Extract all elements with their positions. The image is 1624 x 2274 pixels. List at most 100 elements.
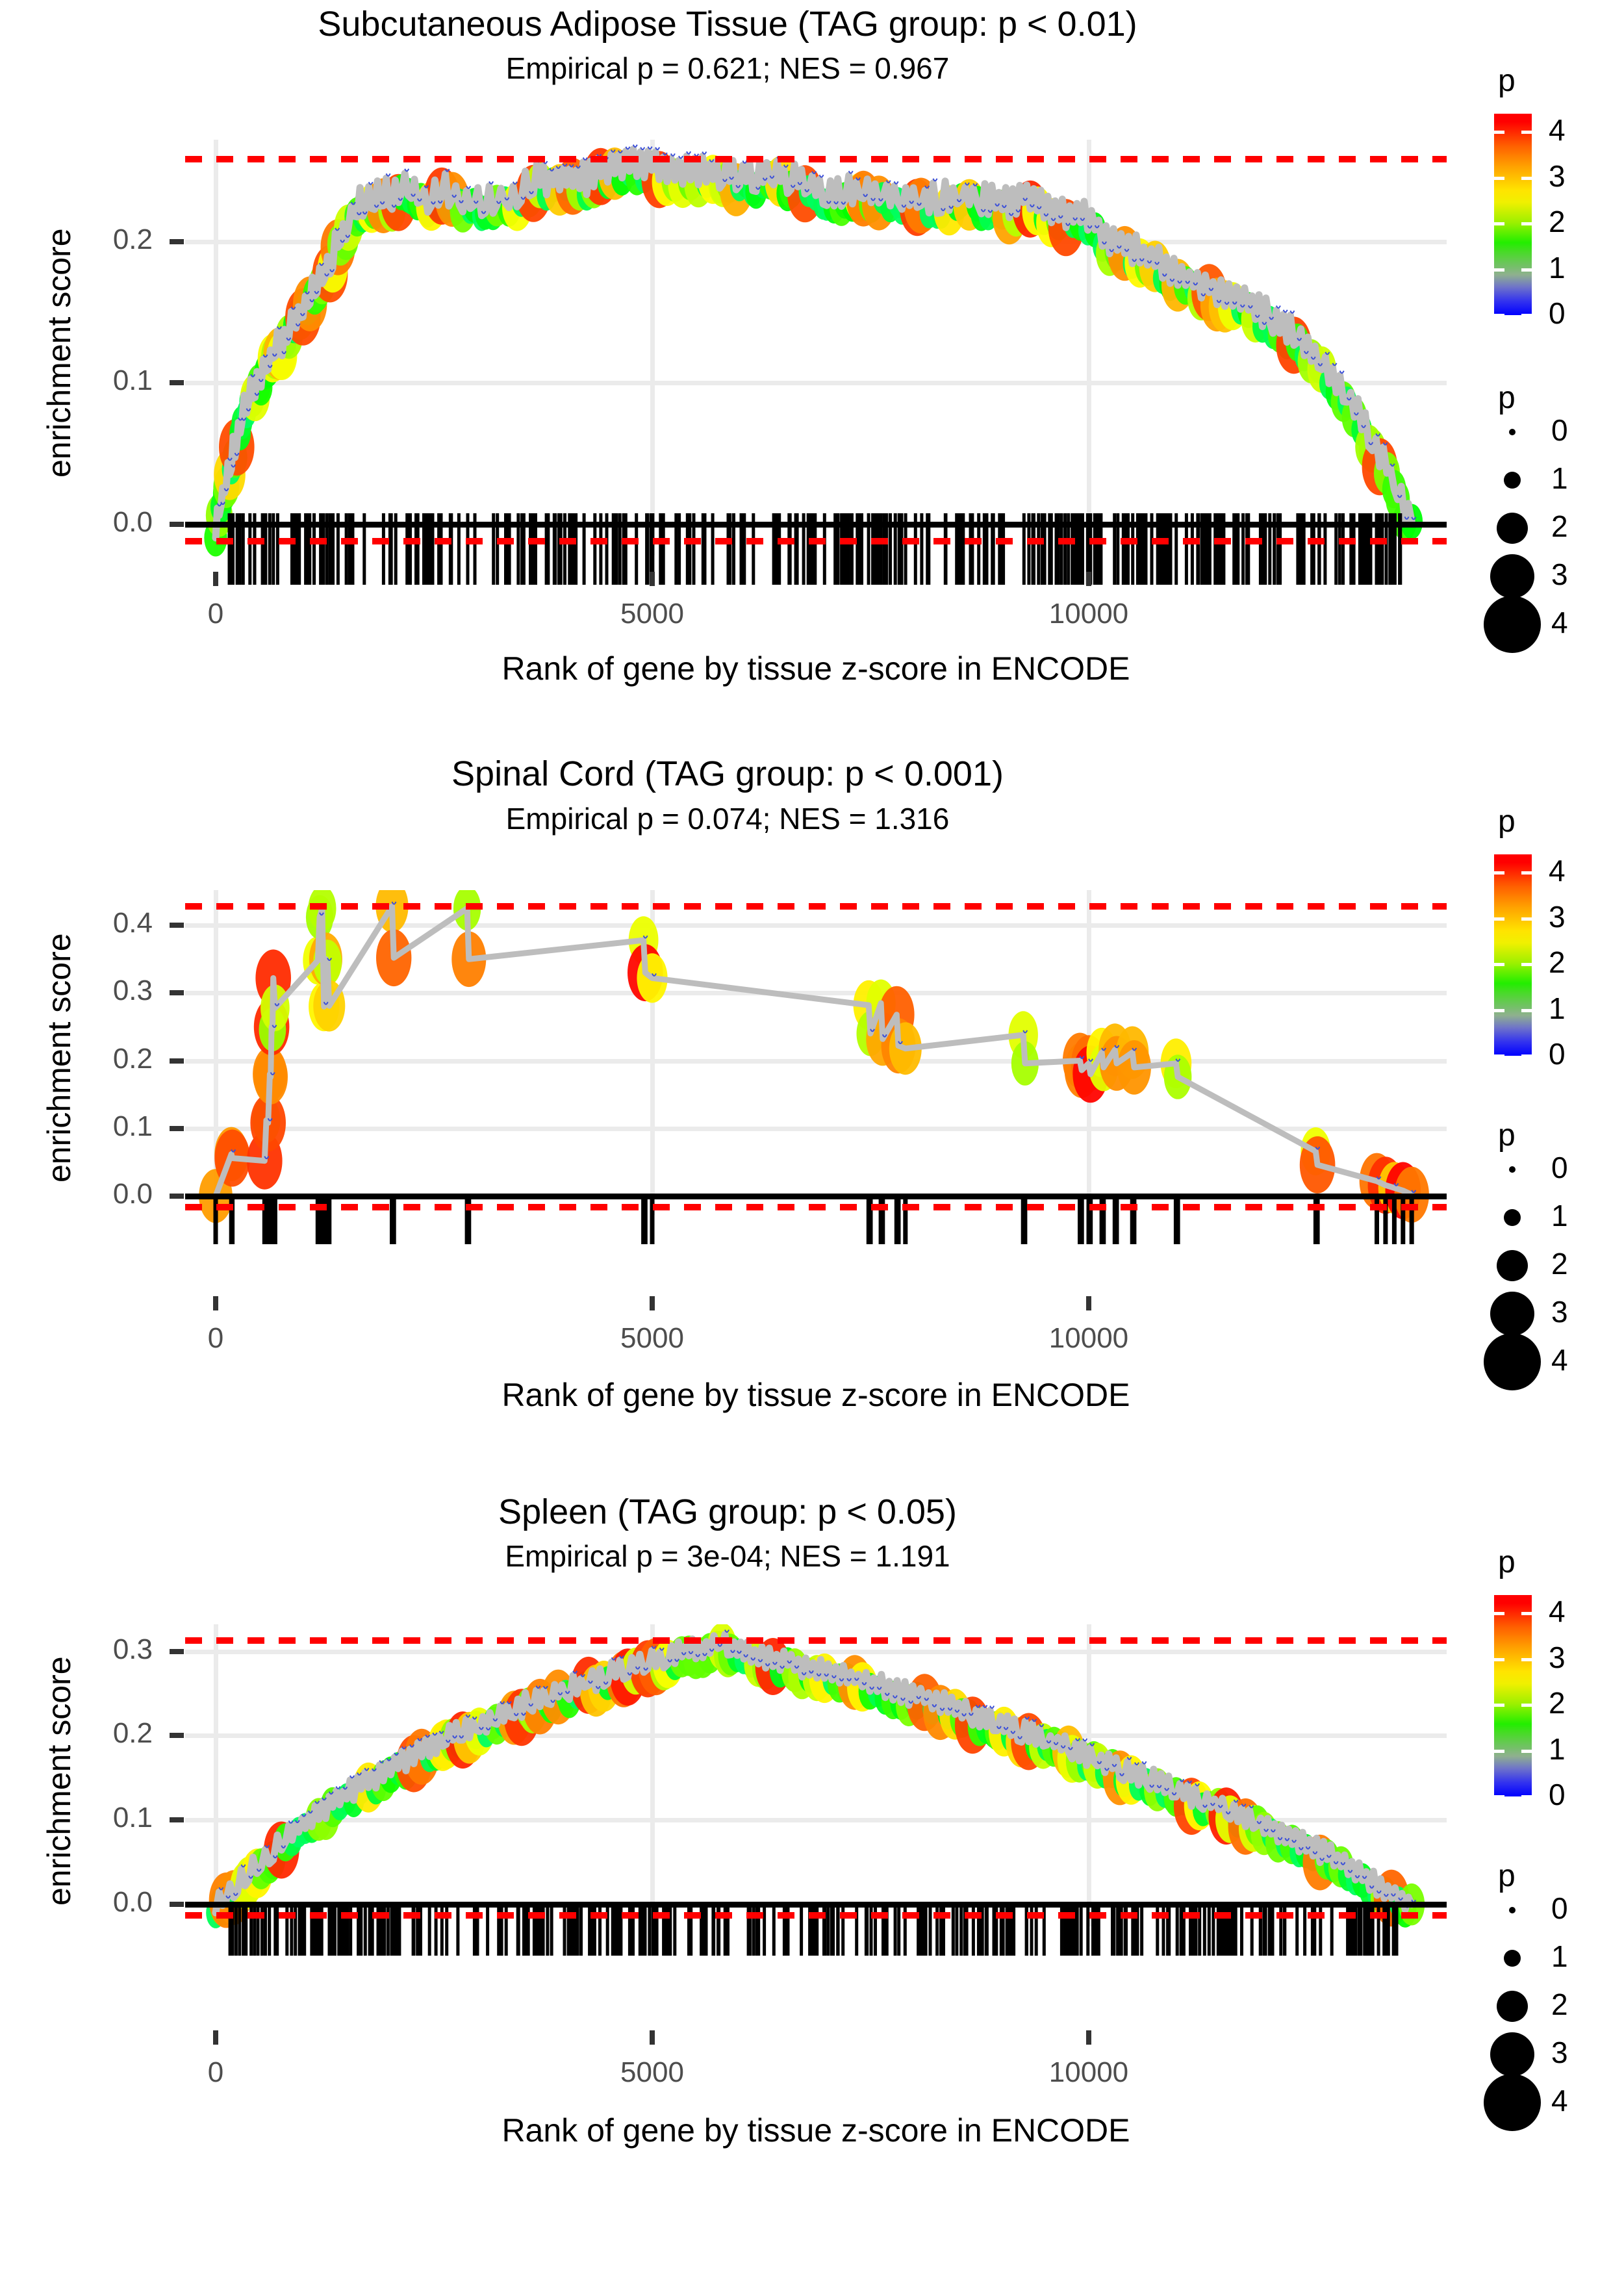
hit-stub <box>762 177 768 181</box>
hit-stub <box>250 374 256 377</box>
hit-stub <box>324 273 329 277</box>
hit-stub <box>1185 280 1191 284</box>
size-legend-dot-3 <box>1490 554 1534 598</box>
hit-stub <box>1089 1743 1095 1746</box>
color-legend-bar-1 <box>1494 854 1532 1056</box>
hit-stub <box>1354 1874 1360 1878</box>
gridline-y-1 <box>185 1818 1447 1823</box>
hit-stub <box>1022 1030 1028 1034</box>
size-legend-title-2: p <box>1498 1859 1516 1893</box>
hit-stub <box>391 204 397 208</box>
color-legend-tick-3 <box>1494 917 1504 921</box>
y-tick-2 <box>170 1733 184 1739</box>
size-legend-label-3: 3 <box>1551 2036 1568 2069</box>
color-legend-label-2: 2 <box>1549 945 1566 980</box>
size-legend-label-4: 4 <box>1551 2084 1568 2117</box>
hit-stub <box>1116 245 1122 249</box>
hit-stub <box>1088 1058 1093 1062</box>
hit-stub <box>386 1757 392 1761</box>
hit-stub <box>987 209 993 213</box>
hit-stub <box>797 181 803 185</box>
hit-stub <box>1389 463 1395 467</box>
hit-stub <box>437 200 443 204</box>
hit-stub <box>1362 1875 1367 1879</box>
hit-stub <box>1022 198 1028 201</box>
x-tick-0 <box>213 2030 219 2045</box>
x-axis-label-1: 5000 <box>620 598 684 630</box>
color-legend-tick-r-3 <box>1521 176 1532 180</box>
hit-stub <box>274 1003 280 1006</box>
hit-stub <box>472 1716 477 1720</box>
hit-stub <box>565 1691 570 1694</box>
hit-stub <box>724 1629 730 1633</box>
size-legend-dot-1 <box>1504 1950 1521 1967</box>
hit-stub <box>576 165 581 169</box>
hit-stub <box>425 1734 431 1738</box>
hit-stub <box>1179 1778 1185 1782</box>
y-axis-label-3: 0.3 <box>112 975 153 1007</box>
size-legend-dot-3 <box>1490 1292 1534 1336</box>
running-es-line <box>212 146 1415 542</box>
gridline-y-2 <box>185 1058 1447 1064</box>
hit-stub <box>617 150 623 154</box>
hit-stub <box>1247 305 1253 309</box>
hit-stub <box>688 1651 694 1654</box>
hit-stub <box>1303 350 1309 354</box>
hit-stub <box>647 146 653 150</box>
color-legend-tick-r-1 <box>1521 268 1532 272</box>
y-tick-3 <box>170 990 184 996</box>
color-legend-tick-r-2 <box>1521 963 1532 967</box>
hit-stub <box>790 185 796 188</box>
hit-stub <box>932 178 938 182</box>
hit-stub <box>465 1714 471 1718</box>
x-axis-label-1: 5000 <box>620 2056 684 2088</box>
hit-stub <box>451 194 457 198</box>
size-legend-dot-4 <box>1484 1333 1541 1390</box>
panel-subtitle: Empirical p = 0.621; NES = 0.967 <box>505 51 950 85</box>
y-axis-label-4: 0.4 <box>112 907 153 939</box>
size-legend-label-0: 0 <box>1551 1891 1568 1925</box>
hit-stub <box>492 1718 498 1722</box>
hit-stub <box>1161 273 1167 277</box>
hit-stub <box>863 194 869 198</box>
color-legend-label-1: 1 <box>1549 1731 1566 1766</box>
color-legend-label-4: 4 <box>1549 854 1566 888</box>
hit-stub <box>1326 1854 1332 1858</box>
hit-stub <box>513 1713 519 1717</box>
hit-stub <box>1310 356 1316 360</box>
hit-stub <box>549 168 555 172</box>
y-tick-1 <box>170 1125 184 1131</box>
hit-stub <box>262 354 268 358</box>
hit-stub <box>478 1726 484 1730</box>
hit-stub <box>394 1752 400 1756</box>
hit-stub <box>901 204 907 208</box>
hit-stub <box>1101 1047 1107 1051</box>
gridline-x-1 <box>650 1624 655 1926</box>
hit-stub <box>854 1678 859 1681</box>
hit-stub <box>1082 1738 1088 1742</box>
x-axis-label-0: 0 <box>207 1322 224 1354</box>
hit-stub <box>404 168 410 172</box>
hit-stub <box>550 1699 556 1703</box>
size-legend-dot-4 <box>1484 596 1541 653</box>
hit-stub <box>246 408 251 412</box>
color-legend-label-0: 0 <box>1549 296 1566 330</box>
hit-stub <box>900 1697 906 1701</box>
hit-stub <box>1171 1792 1177 1796</box>
hit-stub <box>1141 1761 1147 1765</box>
zero-line-spleen <box>185 1902 1447 1908</box>
y-tick-0 <box>170 1193 184 1199</box>
hit-stub <box>1263 1828 1269 1832</box>
hit-stub <box>466 185 472 189</box>
hit-stub <box>722 179 728 182</box>
color-legend-tick-1 <box>1494 1008 1504 1012</box>
hit-stub <box>839 1678 844 1681</box>
panel-title: Spleen (TAG group: p < 0.05) <box>498 1492 957 1531</box>
hit-stub <box>1241 1803 1247 1807</box>
hit-stub <box>473 200 479 204</box>
hit-stub <box>1154 261 1160 265</box>
y-axis-label-0: 0.0 <box>112 506 153 539</box>
hit-stub <box>892 1695 898 1698</box>
hit-stub <box>227 457 233 461</box>
hit-stub <box>521 1712 526 1716</box>
